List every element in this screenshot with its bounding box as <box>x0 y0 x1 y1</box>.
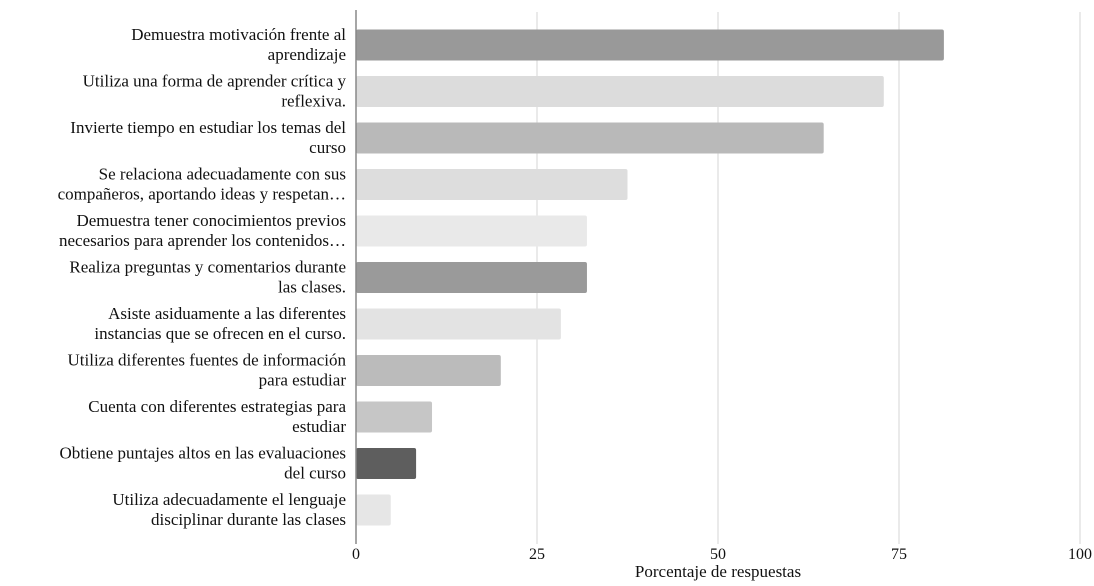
bar <box>356 76 884 107</box>
category-labels: Demuestra motivación frente al aprendizaj… <box>58 25 347 529</box>
category-label: Cuenta con diferentes estrategias para es… <box>88 397 346 436</box>
x-tick-label: 50 <box>710 546 726 563</box>
bar <box>356 262 587 293</box>
bar <box>356 401 433 433</box>
bar <box>356 308 561 340</box>
category-label: Demuestra motivación frente al aprendizaj… <box>131 25 346 64</box>
bar <box>356 122 824 154</box>
x-tick-label: 75 <box>891 546 907 563</box>
category-label: Invierte tiempo en estudiar los temas de… <box>70 118 346 157</box>
bar <box>356 355 501 386</box>
category-label: Obtiene puntajes altos en las evaluacion… <box>59 444 346 483</box>
category-label: Asiste asiduamente a las diferentes insta… <box>94 304 346 343</box>
bar <box>356 169 628 200</box>
x-tick-labels: 0 25 50 75 100 <box>352 546 1092 563</box>
bar <box>356 29 944 61</box>
category-label: Utiliza adecuadamente el lenguaje discipl… <box>112 490 346 529</box>
category-label: Demuestra tener conocimientos previos nec… <box>59 211 346 250</box>
category-label: Se relaciona adecuadamente con sus compañ… <box>58 165 346 204</box>
x-tick-label: 25 <box>529 546 545 563</box>
category-label: Realiza preguntas y comentarios durante l… <box>69 258 346 297</box>
category-label: Utiliza diferentes fuentes de informació… <box>68 351 347 390</box>
bar <box>356 215 587 247</box>
x-tick-label: 100 <box>1068 546 1092 563</box>
x-axis-title: Porcentaje de respuestas <box>635 562 801 581</box>
bar <box>356 494 391 526</box>
x-tick-label: 0 <box>352 546 360 563</box>
bars <box>356 29 944 526</box>
bar <box>356 448 417 479</box>
